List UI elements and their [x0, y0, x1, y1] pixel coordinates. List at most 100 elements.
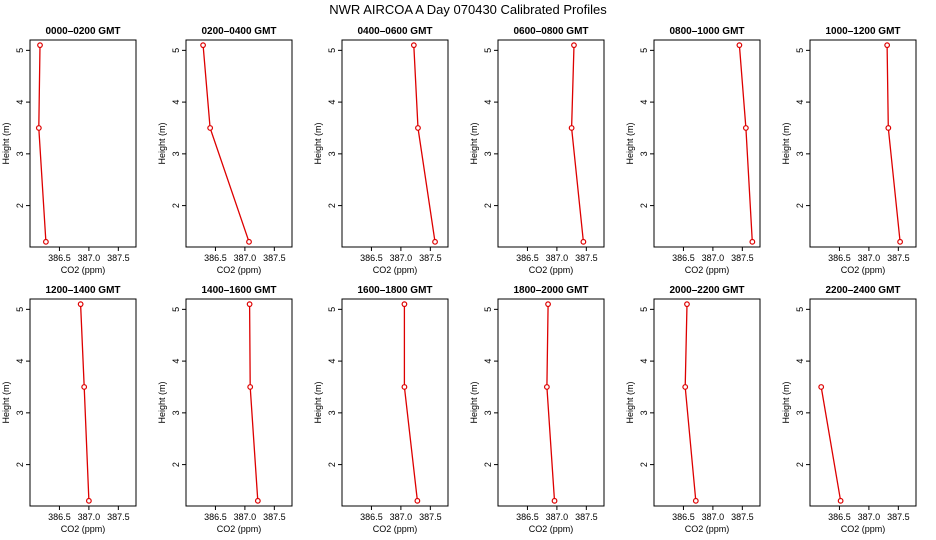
- data-point: [37, 42, 43, 49]
- y-axis-label: Height (m): [625, 381, 635, 423]
- data-point: [77, 301, 84, 308]
- y-tick-label: 3: [327, 151, 337, 156]
- panel-title: 1600–1800 GMT: [357, 285, 432, 296]
- y-tick-label: 2: [171, 462, 181, 467]
- x-tick-label: 386.5: [516, 512, 539, 522]
- y-tick-label: 4: [795, 100, 805, 105]
- profile-line: [38, 45, 47, 242]
- x-axis-label: CO2 (ppm): [373, 524, 418, 534]
- data-point: [43, 238, 49, 245]
- plot-frame: [809, 39, 917, 248]
- y-tick-label: 4: [327, 100, 337, 105]
- plot-frame: [185, 39, 293, 248]
- profile-line: [202, 45, 250, 243]
- x-tick-label: 387.5: [419, 512, 442, 522]
- x-tick-label: 386.5: [672, 253, 695, 263]
- y-tick-label: 4: [171, 359, 181, 364]
- profile-line: [738, 45, 753, 242]
- y-tick-label: 2: [795, 203, 805, 208]
- profile-line: [248, 304, 259, 501]
- y-tick-label: 4: [639, 100, 649, 105]
- x-tick-label: 387.0: [390, 253, 413, 263]
- data-point: [246, 301, 253, 308]
- y-tick-label: 3: [483, 151, 493, 156]
- data-point: [247, 384, 254, 390]
- y-tick-label: 5: [639, 307, 649, 312]
- x-axis-label: CO2 (ppm): [685, 524, 730, 534]
- panel-1: 0000–0200 GMT 386.5 387.0 387.5 2 3 4 5 CO2 (ppm…: [1, 26, 137, 275]
- data-point: [415, 125, 421, 131]
- panel-11: 2000–2200 GMT 386.5 387.0 387.5 2 3 4 5 CO2 (ppm…: [625, 285, 761, 534]
- data-point: [401, 384, 408, 390]
- y-tick-label: 4: [795, 359, 805, 364]
- y-tick-label: 2: [639, 462, 649, 467]
- panel-title: 1000–1200 GMT: [825, 26, 900, 37]
- y-axis-label: Height (m): [469, 381, 479, 423]
- data-point: [742, 125, 749, 131]
- x-tick-label: 387.5: [107, 253, 130, 263]
- y-tick-label: 4: [15, 100, 25, 105]
- plot-frame: [497, 39, 605, 248]
- y-tick-label: 5: [171, 48, 181, 53]
- x-tick-label: 386.5: [204, 253, 227, 263]
- panel-5: 0800–1000 GMT 386.5 387.0 387.5 2 3 4 5 CO2 (ppm…: [625, 26, 761, 275]
- y-tick-label: 2: [15, 462, 25, 467]
- profile-line: [546, 304, 556, 501]
- plot-frame: [497, 298, 605, 507]
- profile-line: [570, 45, 585, 242]
- profile-line: [886, 45, 901, 242]
- x-tick-label: 387.0: [702, 253, 725, 263]
- y-axis-label: Height (m): [157, 122, 167, 164]
- y-axis-label: Height (m): [313, 381, 323, 423]
- y-tick-label: 5: [795, 307, 805, 312]
- data-point: [410, 42, 417, 49]
- x-tick-label: 387.0: [546, 253, 569, 263]
- panel-4: 0600–0800 GMT 386.5 387.0 387.5 2 3 4 5 CO2 (ppm…: [469, 26, 605, 275]
- plot-frame: [29, 39, 137, 248]
- panel-title: 1200–1400 GMT: [45, 285, 120, 296]
- y-axis-label: Height (m): [625, 122, 635, 164]
- y-tick-label: 4: [483, 100, 493, 105]
- data-point: [897, 238, 903, 245]
- panel-6: 1000–1200 GMT 386.5 387.0 387.5 2 3 4 5 CO2 (ppm…: [781, 26, 917, 275]
- x-axis-label: CO2 (ppm): [685, 265, 730, 275]
- data-point: [200, 42, 206, 49]
- x-tick-label: 387.0: [78, 253, 101, 263]
- panel-title: 2200–2400 GMT: [825, 285, 900, 296]
- plot-frame: [653, 39, 761, 248]
- y-tick-label: 5: [15, 307, 25, 312]
- panel-3: 0400–0600 GMT 386.5 387.0 387.5 2 3 4 5 CO2 (ppm…: [313, 26, 449, 275]
- data-point: [736, 42, 743, 49]
- plot-frame: [185, 298, 293, 507]
- data-point: [580, 238, 587, 245]
- x-tick-label: 387.0: [234, 253, 257, 263]
- x-axis-label: CO2 (ppm): [217, 265, 262, 275]
- y-tick-label: 4: [483, 359, 493, 364]
- data-point: [837, 497, 844, 504]
- y-tick-label: 5: [795, 48, 805, 53]
- panel-10: 1800–2000 GMT 386.5 387.0 387.5 2 3 4 5 CO2 (ppm…: [469, 285, 605, 534]
- data-point: [884, 42, 891, 49]
- panel-title: 0600–0800 GMT: [513, 26, 588, 37]
- x-tick-label: 387.5: [419, 253, 442, 263]
- x-tick-label: 387.0: [858, 512, 881, 522]
- y-tick-label: 2: [327, 462, 337, 467]
- x-axis-label: CO2 (ppm): [217, 524, 262, 534]
- y-tick-label: 4: [15, 359, 25, 364]
- y-axis-label: Height (m): [1, 381, 11, 423]
- plot-frame: [809, 298, 917, 507]
- x-tick-label: 387.0: [78, 512, 101, 522]
- x-axis-label: CO2 (ppm): [61, 524, 106, 534]
- x-axis-label: CO2 (ppm): [61, 265, 106, 275]
- x-tick-label: 387.5: [263, 253, 286, 263]
- panel-7: 1200–1400 GMT 386.5 387.0 387.5 2 3 4 5 CO2 (ppm…: [1, 285, 137, 534]
- x-tick-label: 387.5: [575, 512, 598, 522]
- panel-2: 0200–0400 GMT 386.5 387.0 387.5 2 3 4 5 CO2 (ppm…: [157, 26, 293, 275]
- y-tick-label: 5: [483, 48, 493, 53]
- panel-12: 2200–2400 GMT 386.5 387.0 387.5 2 3 4 5 CO2 (ppm…: [781, 285, 917, 534]
- x-axis-label: CO2 (ppm): [529, 265, 574, 275]
- profile-line: [403, 304, 419, 501]
- x-tick-label: 386.5: [828, 253, 851, 263]
- y-tick-label: 2: [483, 462, 493, 467]
- data-point: [545, 301, 551, 308]
